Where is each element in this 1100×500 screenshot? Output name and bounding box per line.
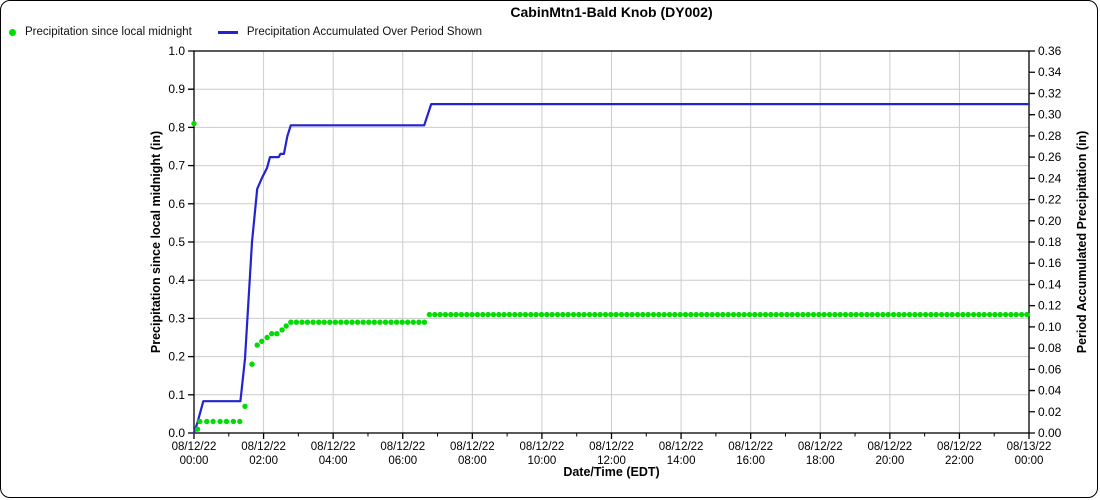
x-tick-label: 08/12/22 20:00 xyxy=(867,441,912,467)
y-right-tick-label: 0.22 xyxy=(1038,193,1062,207)
y-right-tick-label: 0.16 xyxy=(1038,256,1062,270)
y-left-tick-label: 1.0 xyxy=(168,44,185,58)
x-ticks: 08/12/22 00:00 08/12/22 02:00 08/12/22 04:00 0… xyxy=(172,433,1052,467)
x-axis-title: Date/Time (EDT) xyxy=(563,465,660,479)
gridlines xyxy=(194,51,1029,433)
y-right-tick-label: 0.14 xyxy=(1038,277,1062,291)
y-right-tick-label: 0.06 xyxy=(1038,362,1062,376)
y-right-tick-label: 0.30 xyxy=(1038,108,1062,122)
y-right-ticks: 0.00 0.02 0.04 0.06 0.08 0.10 0.12 0.14 0.16 0.18… xyxy=(1029,44,1062,440)
y-left-tick-label: 0.3 xyxy=(168,311,185,325)
legend: Precipitation since local midnight Preci… xyxy=(9,26,482,38)
x-tick-label: 08/12/22 02:00 xyxy=(241,441,286,467)
y-right-tick-label: 0.04 xyxy=(1038,384,1062,398)
y-right-tick-label: 0.02 xyxy=(1038,405,1062,419)
y-right-tick-label: 0.10 xyxy=(1038,320,1062,334)
y-left-tick-label: 0.1 xyxy=(168,388,185,402)
y-left-tick-label: 0.5 xyxy=(168,235,185,249)
x-tick-label: 08/13/22 00:00 xyxy=(1007,441,1052,467)
y-right-tick-label: 0.36 xyxy=(1038,44,1062,58)
chart-title: CabinMtn1-Bald Knob (DY002) xyxy=(510,4,713,20)
y-right-tick-label: 0.24 xyxy=(1038,171,1062,185)
x-tick-label: 08/12/22 04:00 xyxy=(311,441,356,467)
y-left-tick-label: 0.8 xyxy=(168,120,185,134)
y-left-tick-label: 0.7 xyxy=(168,159,185,173)
x-tick-label: 08/12/22 14:00 xyxy=(659,441,704,467)
y-right-tick-label: 0.18 xyxy=(1038,235,1062,249)
x-tick-label: 08/12/22 06:00 xyxy=(380,441,425,467)
y-left-tick-label: 0.9 xyxy=(168,82,185,96)
legend-line-icon xyxy=(217,30,238,34)
x-tick-label: 08/12/22 00:00 xyxy=(172,441,217,467)
x-tick-label: 08/12/22 12:00 xyxy=(589,441,634,467)
legend-dot-icon xyxy=(9,28,16,36)
y-right-tick-label: 0.20 xyxy=(1038,214,1062,228)
y-right-tick-label: 0.08 xyxy=(1038,341,1062,355)
y-left-tick-label: 0.0 xyxy=(168,426,185,440)
y-right-tick-label: 0.12 xyxy=(1038,299,1062,313)
legend-label-precip-since-midnight: Precipitation since local midnight xyxy=(25,26,192,38)
series-precip-since-midnight xyxy=(191,120,1030,432)
y-left-tick-label: 0.2 xyxy=(168,350,185,364)
legend-label-precip-accumulated: Precipitation Accumulated Over Period Sh… xyxy=(246,26,483,38)
x-tick-label: 08/12/22 16:00 xyxy=(728,441,773,467)
y-right-tick-label: 0.34 xyxy=(1038,65,1062,79)
series-precip-accumulated xyxy=(192,102,1031,435)
y-left-ticks: 0.0 0.1 0.2 0.3 0.4 0.5 0.6 0.7 0.8 0.9 1.0 xyxy=(168,44,194,440)
x-tick-label: 08/12/22 18:00 xyxy=(798,441,843,467)
y-right-tick-label: 0.28 xyxy=(1038,129,1062,143)
legend-item-precip-accumulated: Precipitation Accumulated Over Period Sh… xyxy=(217,26,483,38)
y-left-tick-label: 0.4 xyxy=(168,273,185,287)
y-left-tick-label: 0.6 xyxy=(168,197,185,211)
y-right-tick-label: 0.32 xyxy=(1038,86,1062,100)
legend-item-precip-since-midnight: Precipitation since local midnight xyxy=(9,26,192,38)
y-right-tick-label: 0.00 xyxy=(1038,426,1062,440)
y-right-tick-label: 0.26 xyxy=(1038,150,1062,164)
x-tick-label: 08/12/22 08:00 xyxy=(450,441,495,467)
x-tick-label: 08/12/22 22:00 xyxy=(937,441,982,467)
x-tick-label: 08/12/22 10:00 xyxy=(520,441,565,467)
